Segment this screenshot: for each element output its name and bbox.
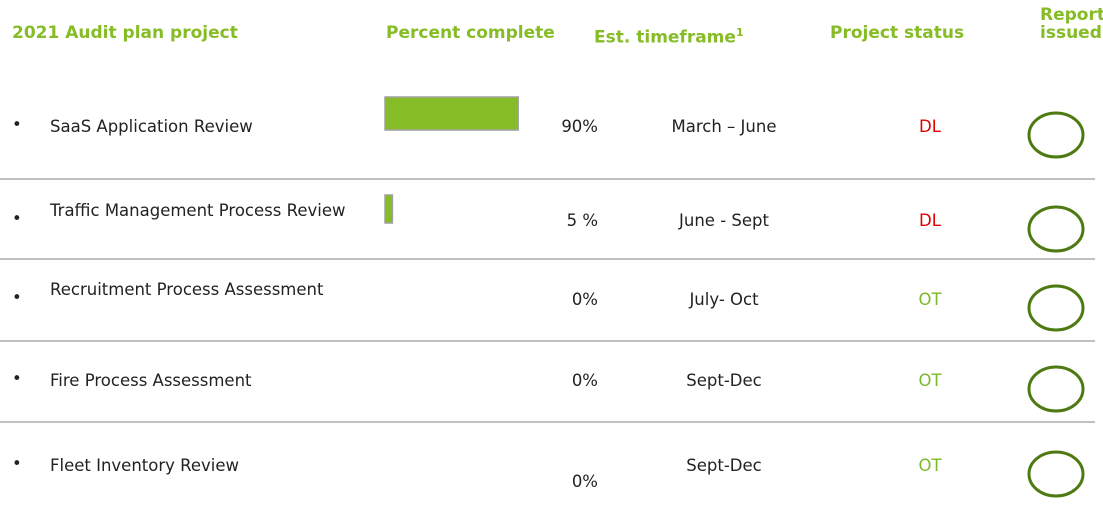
status: DL bbox=[919, 211, 941, 230]
status: OT bbox=[918, 371, 942, 390]
progress-bar bbox=[384, 194, 394, 224]
row-divider bbox=[0, 340, 1095, 342]
bullet: • bbox=[12, 115, 22, 134]
report-circle bbox=[1027, 365, 1085, 413]
project-name: Fleet Inventory Review bbox=[50, 456, 240, 475]
bullet: • bbox=[12, 454, 22, 473]
report-circle bbox=[1027, 111, 1085, 159]
bullet: • bbox=[12, 288, 22, 307]
report-circle bbox=[1027, 450, 1085, 498]
project-name: SaaS Application Review bbox=[50, 117, 253, 136]
bullet: • bbox=[12, 209, 22, 228]
report-circle bbox=[1027, 205, 1085, 253]
status: DL bbox=[919, 117, 941, 136]
timeframe: Sept-Dec bbox=[686, 456, 762, 475]
project-name: Recruitment Process Assessment bbox=[50, 280, 324, 299]
timeframe: June - Sept bbox=[679, 211, 769, 230]
timeframe: July- Oct bbox=[689, 290, 759, 309]
status: OT bbox=[918, 456, 942, 475]
row-divider bbox=[0, 421, 1095, 423]
percent-label: 0% bbox=[571, 371, 598, 390]
header-status: Project status bbox=[830, 23, 965, 43]
timeframe: March – June bbox=[671, 117, 777, 136]
percent-label: 5 % bbox=[566, 211, 598, 230]
footnote-mark: 1 bbox=[735, 26, 744, 39]
percent-label: 90% bbox=[561, 117, 598, 136]
header-project: 2021 Audit plan project bbox=[12, 23, 238, 43]
report-circle bbox=[1027, 284, 1085, 332]
header-percent: Percent complete bbox=[386, 23, 555, 43]
progress-bar bbox=[384, 96, 519, 131]
percent-label: 0% bbox=[571, 290, 598, 309]
timeframe: Sept-Dec bbox=[686, 371, 762, 390]
row-divider bbox=[0, 258, 1095, 260]
header-report: Report issued bbox=[1040, 5, 1103, 43]
bullet: • bbox=[12, 369, 22, 388]
row-divider bbox=[0, 178, 1095, 180]
status: OT bbox=[918, 290, 942, 309]
percent-label: 0% bbox=[571, 472, 598, 491]
header-timeframe-wrap: Est. timeframe1 bbox=[594, 24, 744, 47]
header-timeframe: Est. timeframe bbox=[594, 27, 736, 48]
project-name: Traffic Management Process Review bbox=[50, 201, 346, 220]
project-name: Fire Process Assessment bbox=[50, 371, 252, 390]
